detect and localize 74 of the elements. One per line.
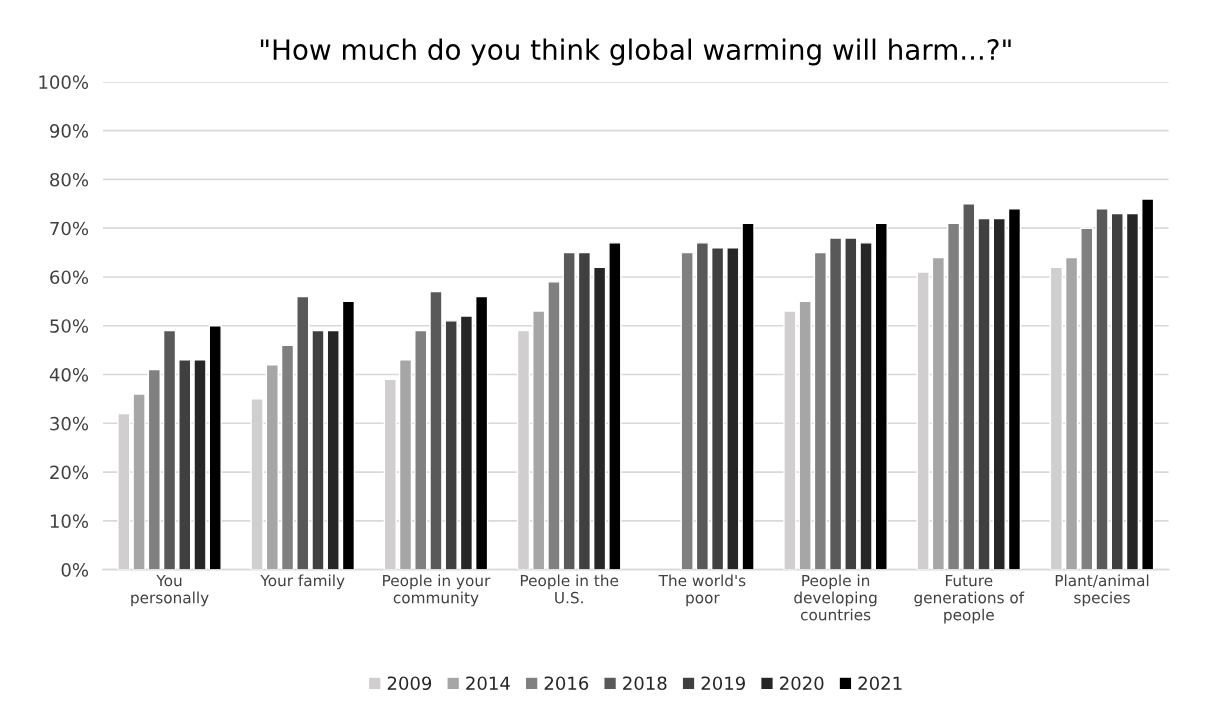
- bar: [1110, 212, 1124, 570]
- bar: [977, 217, 991, 570]
- bar: [459, 315, 474, 570]
- y-tick-label: 50%: [50, 319, 89, 333]
- bar: [680, 251, 694, 570]
- y-tick-label: 0%: [61, 563, 89, 577]
- legend-label: 2020: [780, 676, 824, 691]
- bar: [429, 290, 443, 570]
- bar: [311, 329, 325, 570]
- bar: [608, 242, 622, 570]
- bar: [147, 368, 161, 570]
- legend-label: 2009: [387, 676, 432, 691]
- bar: [1080, 227, 1094, 570]
- bar: [398, 359, 413, 570]
- bar: [547, 281, 561, 570]
- chart-title: "How much do you think global warming will harm...?": [260, 38, 1011, 66]
- y-tick-label: 90%: [50, 124, 89, 138]
- bar: [341, 300, 356, 570]
- x-tick-label: People in developing countries: [794, 574, 877, 621]
- bar: [132, 393, 146, 570]
- x-tick-label: Future generations of people: [914, 574, 1025, 624]
- bar: [798, 300, 812, 570]
- bar: [1095, 207, 1109, 570]
- bar: [178, 359, 192, 570]
- bar: [726, 247, 740, 570]
- y-tick-label: 80%: [50, 172, 89, 187]
- y-tick-label: 100%: [39, 75, 89, 89]
- bar: [844, 237, 858, 570]
- bar: [208, 325, 222, 570]
- legend-label: 2016: [544, 676, 589, 691]
- x-tick-label: People in your community: [383, 574, 491, 607]
- bar: [741, 222, 755, 570]
- x-tick-label: Plant/animal species: [1055, 574, 1149, 607]
- bar: [695, 242, 710, 570]
- y-tick-label: 40%: [49, 367, 89, 382]
- x-tick-label: You personally: [131, 574, 209, 607]
- bar: [1007, 207, 1022, 570]
- bar: [946, 222, 961, 570]
- legend-label: 2021: [858, 676, 902, 691]
- bar: [193, 359, 207, 570]
- bar: [414, 329, 428, 570]
- bar: [931, 256, 945, 570]
- y-tick-label: 70%: [50, 221, 89, 236]
- bar: [1141, 198, 1155, 570]
- y-tick-label: 60%: [50, 270, 89, 285]
- x-tick-label: People in the U.S.: [520, 574, 619, 604]
- legend-label: 2019: [701, 676, 745, 691]
- bar: [828, 237, 843, 570]
- bar: [265, 364, 279, 570]
- legend-label: 2018: [623, 676, 667, 691]
- y-tick-label: 10%: [50, 514, 89, 528]
- bar: [444, 320, 458, 570]
- bar: [162, 329, 177, 570]
- x-tick-label: Your family: [260, 574, 345, 590]
- bar: [1064, 256, 1079, 570]
- bar: [326, 329, 340, 570]
- bar: [874, 222, 888, 570]
- bar: [280, 344, 295, 570]
- bar: [992, 217, 1006, 570]
- bar: [474, 295, 489, 570]
- y-tick-label: 30%: [50, 416, 89, 431]
- x-tick-label: The world's poor: [658, 574, 746, 607]
- y-tick-label: 20%: [50, 465, 89, 480]
- bar: [577, 251, 592, 570]
- bar: [296, 295, 310, 570]
- bar: [532, 310, 546, 570]
- bar: [962, 203, 976, 570]
- bar: [859, 242, 873, 570]
- bar: [1125, 212, 1140, 570]
- bar: [710, 247, 725, 570]
- bar: [592, 266, 607, 570]
- legend-label: 2014: [466, 676, 510, 691]
- bar: [562, 251, 576, 570]
- bar: [813, 251, 827, 570]
